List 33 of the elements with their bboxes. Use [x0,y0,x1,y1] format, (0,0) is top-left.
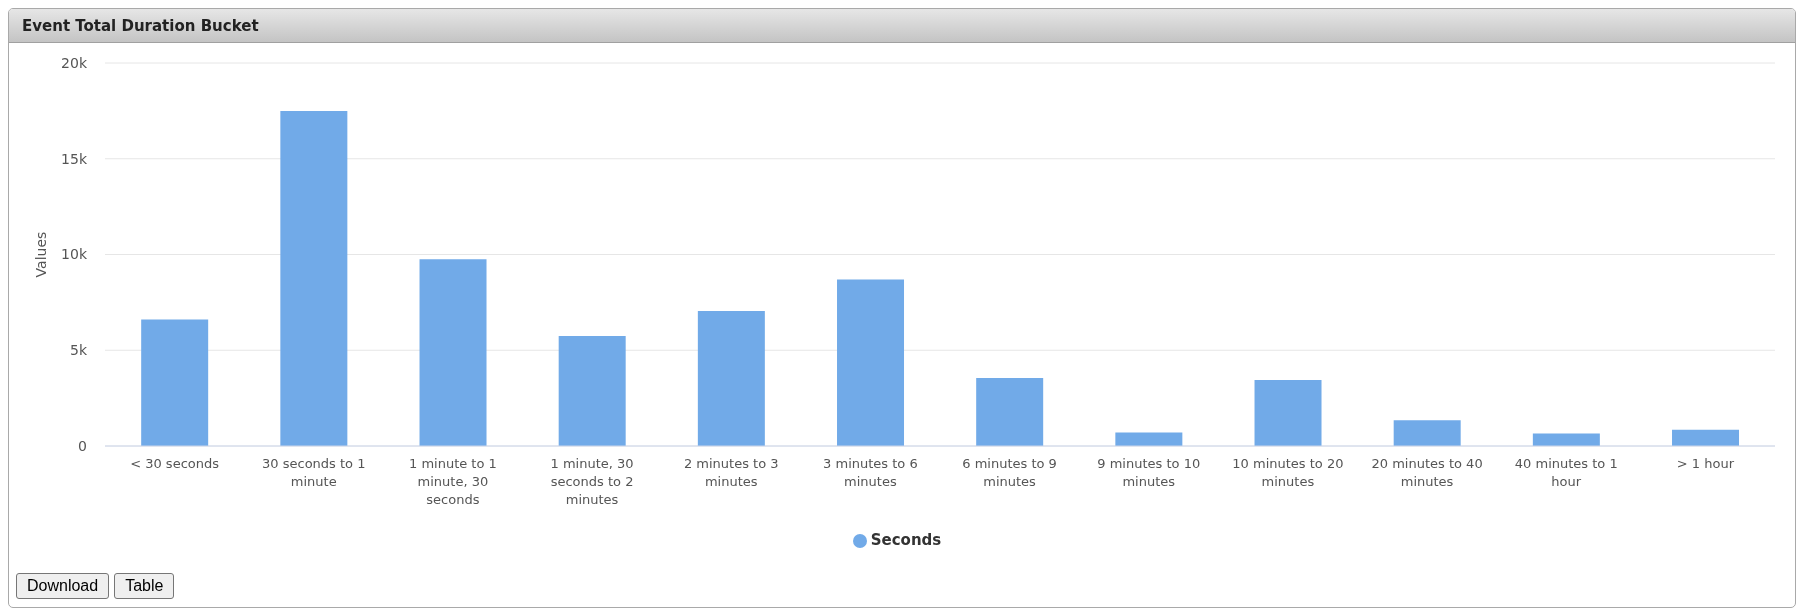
x-tick-label: 40 minutes to 1 hour [1514,456,1618,489]
bar [976,378,1044,446]
x-tick-label: 9 minutes to 10 minutes [1097,456,1201,489]
bar [141,319,209,446]
bar [1672,429,1740,446]
bar [1393,420,1461,446]
y-tick-label: 15k [61,150,88,167]
x-tick-label: 10 minutes to 20 minutes [1232,456,1344,489]
x-tick-label: 3 minutes to 6 minutes [823,456,918,489]
bar [280,110,348,446]
x-tick-label: 2 minutes to 3 minutes [683,456,779,489]
bar [558,335,626,446]
x-tick-label: < 30 seconds [130,456,220,471]
y-tick-label: 0 [78,437,87,454]
x-tick-label: 20 minutes to 40 minutes [1371,456,1483,489]
y-tick-label: 5k [69,342,88,359]
bar [1254,379,1322,446]
y-axis-title: Values [33,231,49,278]
x-tick-label: 1 minute to 1 minute, 30 seconds [408,456,497,507]
bar [1115,432,1183,446]
x-tick-label: 30 seconds to 1 minute [262,456,366,489]
button: Download [16,573,110,599]
bar [697,310,765,446]
bar [837,279,905,446]
button: Table [114,573,175,599]
y-tick-label: 10k [61,246,88,263]
bar [419,259,487,446]
x-tick-label: 1 minute, 30 seconds to 2 minutes [550,456,634,507]
legend-label: Seconds [870,531,942,549]
x-tick-label: > 1 hour [1676,456,1735,471]
chart-title: Event Total Duration Bucket [9,9,1795,43]
x-tick-label: 6 minutes to 9 minutes [962,456,1057,489]
y-tick-label: 20k [61,54,88,71]
